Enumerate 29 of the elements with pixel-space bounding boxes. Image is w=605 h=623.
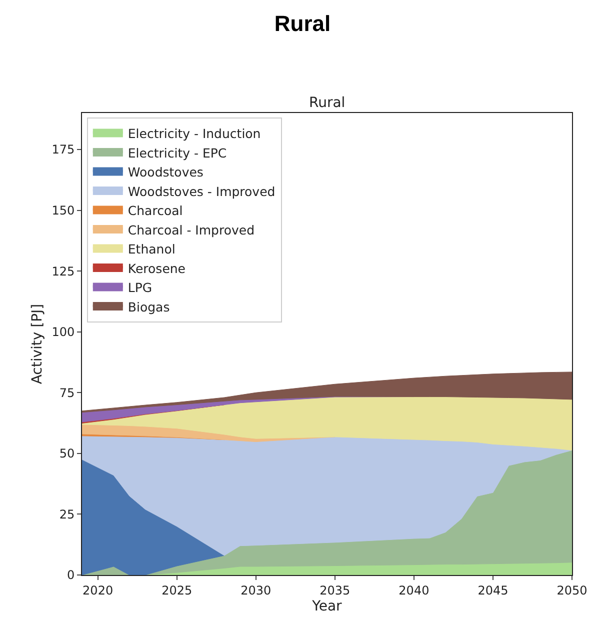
x-tick-label: 2025: [162, 583, 192, 598]
chart-title: Rural: [274, 10, 331, 36]
y-tick-label: 25: [59, 507, 75, 522]
x-tick-label: 2040: [398, 583, 430, 598]
x-tick-label: 2020: [82, 583, 114, 598]
legend-label: Ethanol: [128, 242, 176, 257]
legend-label: Biogas: [128, 299, 170, 314]
y-tick-label: 125: [52, 264, 75, 278]
y-axis-title: Activity [PJ]: [29, 304, 46, 384]
x-tick-label: 2030: [240, 583, 272, 598]
y-tick-label: 75: [59, 386, 75, 400]
y-tick-label: 0: [66, 568, 75, 582]
legend-label: Charcoal: [128, 203, 183, 218]
legend-label: LPG: [128, 280, 152, 296]
legend-label: Charcoal - Improved: [128, 222, 255, 238]
y-tick-label: 100: [52, 325, 75, 340]
legend-label: Electricity - EPC: [128, 145, 227, 160]
legend-label: Kerosene: [128, 260, 186, 276]
x-tick-label: 2050: [556, 583, 588, 598]
x-axis-title: Year: [311, 598, 342, 615]
y-tick-label: 150: [52, 203, 75, 218]
legend-label: Electricity - Induction: [128, 126, 261, 142]
y-tick-label: 50: [59, 446, 75, 461]
y-tick-label: 175: [52, 142, 75, 157]
legend-label: Woodstoves - Improved: [128, 184, 276, 199]
x-tick-label: 2045: [478, 583, 508, 598]
x-tick-label: 2035: [320, 583, 350, 598]
legend-label: Woodstoves: [128, 164, 204, 180]
chart-subtitle: Rural: [309, 95, 346, 111]
